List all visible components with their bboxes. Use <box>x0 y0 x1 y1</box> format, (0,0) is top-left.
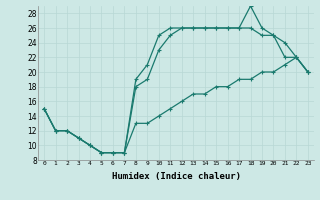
X-axis label: Humidex (Indice chaleur): Humidex (Indice chaleur) <box>111 172 241 181</box>
